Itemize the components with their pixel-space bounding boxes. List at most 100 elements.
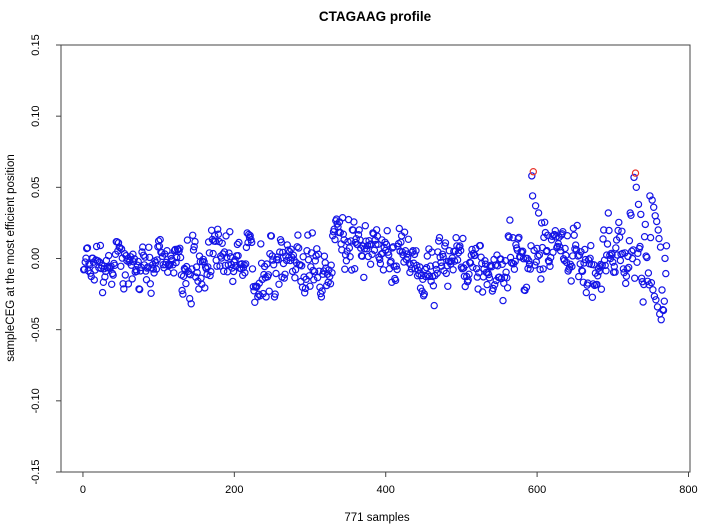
data-point [342, 257, 351, 265]
data-point [374, 240, 382, 248]
data-point [469, 263, 477, 271]
data-point [519, 247, 527, 255]
data-point [577, 248, 585, 256]
data-point [142, 276, 151, 284]
data-point [393, 265, 401, 274]
data-point [630, 173, 638, 182]
data-point [109, 271, 117, 279]
data-point [187, 300, 195, 308]
data-point [581, 255, 590, 264]
data-point [412, 247, 420, 255]
data-point [406, 268, 414, 277]
data-point [563, 231, 572, 240]
data-point [341, 265, 349, 273]
data-point [640, 232, 649, 241]
data-point [90, 276, 99, 284]
data-point [209, 249, 217, 258]
data-point [652, 296, 660, 304]
data-point [395, 224, 403, 233]
data-point [618, 227, 626, 235]
x-axis-label: 771 samples [344, 512, 409, 524]
y-tick-label: -0.10 [30, 388, 42, 413]
data-point [494, 262, 502, 270]
data-point [266, 249, 274, 258]
data-point [661, 254, 669, 263]
data-point [240, 261, 248, 269]
data-point [145, 243, 153, 251]
data-point [92, 242, 101, 251]
data-point [485, 270, 493, 279]
data-point [280, 274, 288, 282]
data-point [241, 269, 249, 277]
data-point [645, 281, 653, 289]
data-point [587, 241, 595, 250]
data-point [188, 265, 196, 273]
data-point [481, 260, 490, 268]
data-point [318, 287, 326, 295]
data-point [272, 269, 280, 278]
data-point [185, 294, 194, 303]
data-point [376, 255, 384, 264]
data-point [647, 279, 656, 287]
data-point [650, 203, 658, 211]
data-point [426, 262, 435, 270]
data-point [449, 266, 457, 274]
data-point [609, 258, 617, 266]
data-point [126, 256, 134, 265]
data-point [546, 262, 554, 270]
data-point [190, 242, 198, 251]
data-point [193, 268, 201, 277]
data-point [628, 254, 637, 263]
data-point [257, 240, 265, 248]
data-point [294, 231, 302, 239]
data-point [417, 271, 425, 280]
data-point [301, 289, 309, 297]
data-point [441, 242, 449, 250]
data-point [400, 228, 409, 236]
data-point [247, 238, 256, 247]
data-point [295, 244, 303, 252]
data-point [646, 233, 655, 242]
data-point [589, 280, 597, 288]
data-point [627, 211, 635, 219]
data-point [368, 250, 376, 258]
data-point [310, 268, 319, 276]
data-point [622, 272, 631, 280]
data-point [540, 233, 548, 242]
data-point [119, 280, 127, 288]
data-point [475, 269, 483, 277]
data-point [96, 241, 105, 250]
data-point [481, 257, 489, 265]
data-point [136, 267, 145, 275]
data-point [116, 243, 124, 252]
data-point [283, 241, 291, 249]
data-point [594, 272, 602, 280]
data-point [575, 251, 584, 259]
data-point [188, 231, 197, 239]
data-point [128, 275, 136, 283]
data-point [568, 262, 576, 271]
y-tick-label: 0.15 [30, 34, 42, 55]
data-point [528, 172, 536, 180]
data-point [241, 260, 250, 268]
data-point [355, 226, 363, 234]
data-point [323, 270, 332, 278]
data-point [569, 252, 577, 260]
data-point [531, 202, 540, 210]
data-point [614, 226, 622, 235]
data-point [489, 284, 497, 293]
data-point [572, 241, 580, 249]
data-point [639, 298, 647, 306]
data-point [217, 254, 226, 262]
data-point [346, 253, 354, 261]
data-point [646, 192, 654, 200]
data-points [79, 172, 671, 324]
y-tick-label: -0.05 [30, 317, 42, 342]
data-point [615, 233, 624, 241]
data-point [616, 256, 625, 265]
data-point [637, 210, 645, 219]
data-point [653, 217, 661, 226]
data-point [485, 274, 494, 282]
